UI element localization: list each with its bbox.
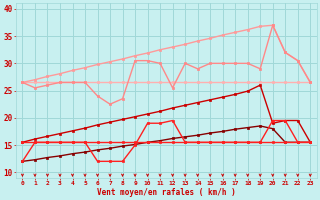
X-axis label: Vent moyen/en rafales ( km/h ): Vent moyen/en rafales ( km/h ): [97, 188, 236, 197]
